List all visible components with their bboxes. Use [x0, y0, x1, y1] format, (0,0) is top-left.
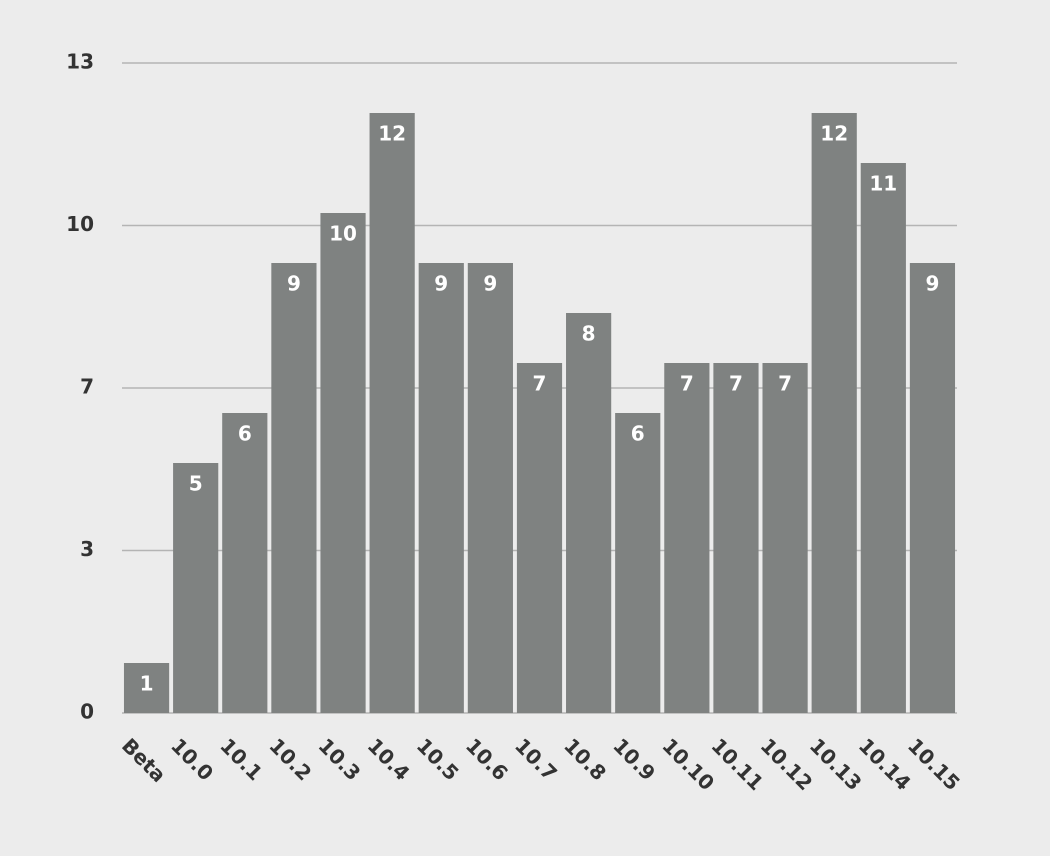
value-label: 9	[434, 272, 448, 296]
value-label: 11	[869, 172, 897, 196]
value-label: 9	[925, 272, 939, 296]
x-tick-label: 10.12	[756, 733, 818, 795]
bar	[320, 213, 366, 713]
value-label: 7	[729, 372, 743, 396]
x-tick-label: 10.15	[903, 733, 965, 795]
y-tick-label: 7	[80, 375, 94, 399]
value-label: 6	[631, 422, 645, 446]
bar	[860, 163, 906, 713]
bar	[222, 413, 268, 713]
y-tick-label: 13	[66, 50, 94, 74]
value-label: 9	[287, 272, 301, 296]
bar	[566, 313, 612, 713]
x-tick-label: Beta	[117, 733, 171, 787]
bar	[173, 463, 219, 713]
x-tick-label: 10.5	[412, 733, 464, 785]
value-label: 1	[140, 672, 154, 696]
x-tick-label: 10.10	[657, 733, 719, 795]
bar	[762, 363, 808, 713]
x-tick-label: 10.9	[608, 733, 660, 785]
y-tick-label: 10	[66, 212, 94, 236]
x-tick-label: 10.3	[314, 733, 366, 785]
bar	[664, 363, 710, 713]
value-label: 10	[329, 222, 357, 246]
y-tick-label: 3	[80, 537, 94, 561]
value-label: 12	[820, 122, 848, 146]
value-label: 12	[378, 122, 406, 146]
x-tick-label: 10.8	[559, 733, 611, 785]
value-label: 9	[483, 272, 497, 296]
bar	[516, 363, 563, 713]
value-label: 5	[189, 472, 203, 496]
x-tick-label: 10.4	[363, 733, 415, 785]
bar	[909, 263, 956, 713]
value-label: 7	[778, 372, 792, 396]
bar	[713, 363, 759, 713]
x-tick-label: 10.11	[707, 733, 769, 795]
value-label: 6	[238, 422, 252, 446]
x-tick-label: 10.0	[166, 733, 218, 785]
x-tick-label: 10.6	[461, 733, 513, 785]
bar	[369, 113, 415, 713]
bar	[615, 413, 661, 713]
y-tick-label: 0	[80, 700, 94, 724]
x-tick-label: 10.1	[215, 733, 267, 785]
bar	[467, 263, 513, 713]
bar	[123, 663, 170, 713]
x-tick-label: 10.7	[510, 733, 562, 785]
value-label: 7	[680, 372, 694, 396]
bar	[271, 263, 317, 713]
value-label: 8	[582, 322, 596, 346]
bar	[811, 113, 857, 713]
x-tick-label: 10.14	[854, 733, 916, 795]
value-label: 7	[533, 372, 547, 396]
x-tick-label: 10.13	[805, 733, 867, 795]
x-tick-label: 10.2	[264, 733, 316, 785]
bar	[418, 263, 464, 713]
